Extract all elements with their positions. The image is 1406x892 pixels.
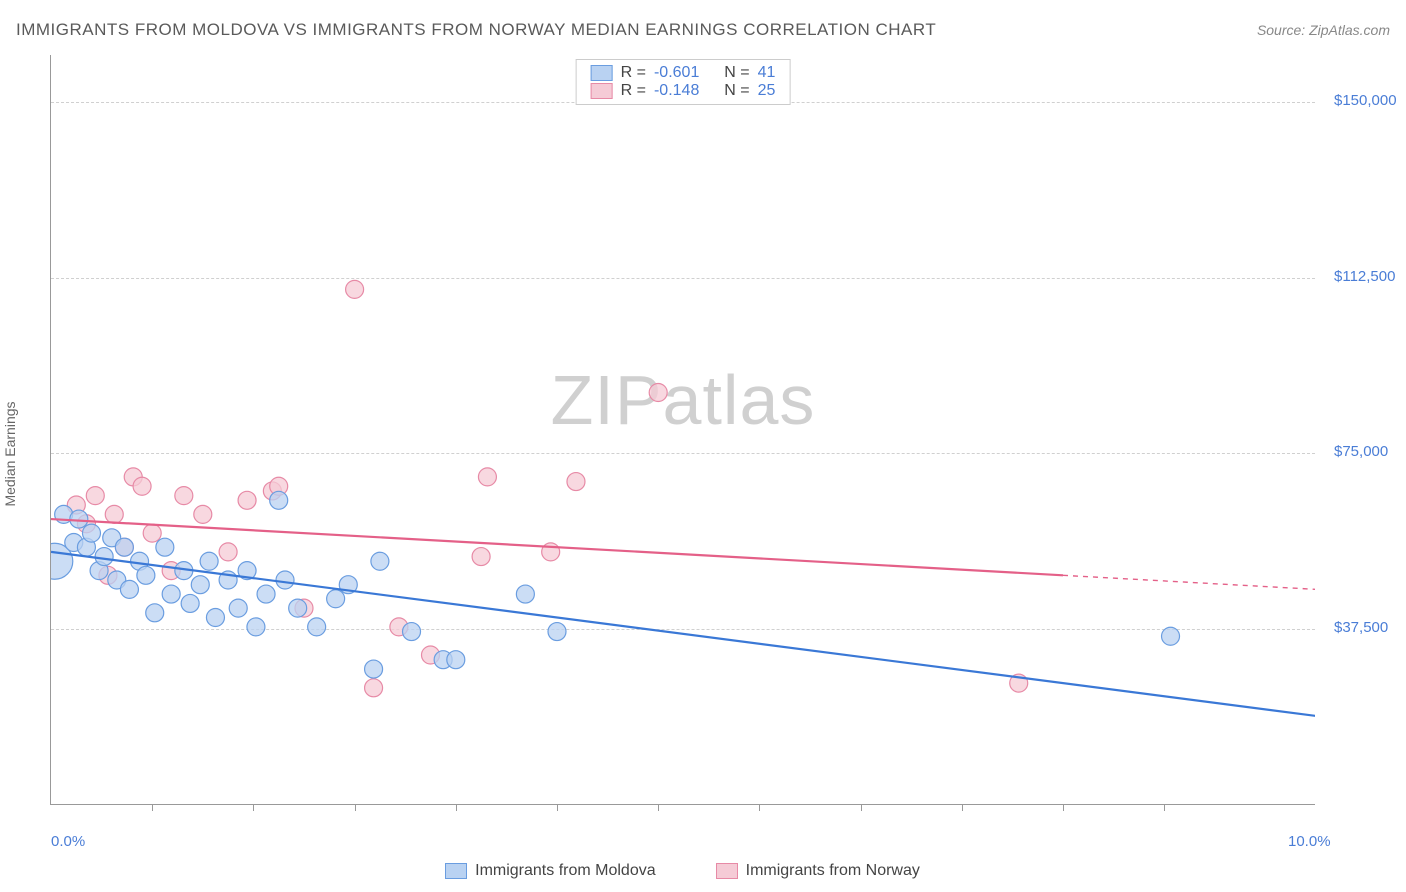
x-tick bbox=[355, 804, 356, 811]
data-point-moldova bbox=[289, 599, 307, 617]
y-tick-label: $150,000 bbox=[1334, 92, 1397, 109]
data-point-norway bbox=[365, 679, 383, 697]
x-tick bbox=[962, 804, 963, 811]
data-point-moldova bbox=[308, 618, 326, 636]
plot-area: ZIPatlas R = -0.601 N = 41 R = -0.148 N … bbox=[50, 55, 1315, 805]
data-point-moldova bbox=[270, 491, 288, 509]
y-tick-label: $75,000 bbox=[1334, 443, 1388, 460]
swatch-norway bbox=[591, 83, 613, 99]
data-point-norway bbox=[472, 548, 490, 566]
x-tick bbox=[152, 804, 153, 811]
y-axis-label: Median Earnings bbox=[2, 401, 18, 506]
x-tick bbox=[861, 804, 862, 811]
series-legend: Immigrants from Moldova Immigrants from … bbox=[50, 862, 1315, 880]
data-point-norway bbox=[194, 505, 212, 523]
chart-header: IMMIGRANTS FROM MOLDOVA VS IMMIGRANTS FR… bbox=[16, 20, 1390, 40]
data-point-moldova bbox=[403, 623, 421, 641]
data-point-moldova bbox=[247, 618, 265, 636]
data-point-moldova bbox=[516, 585, 534, 603]
y-tick-label: $37,500 bbox=[1334, 619, 1388, 636]
regression-line-moldova bbox=[51, 552, 1315, 716]
data-point-moldova bbox=[115, 538, 133, 556]
legend-item-norway: Immigrants from Norway bbox=[716, 862, 920, 880]
data-point-norway bbox=[105, 505, 123, 523]
data-point-moldova bbox=[548, 623, 566, 641]
data-point-moldova bbox=[162, 585, 180, 603]
data-point-moldova bbox=[447, 651, 465, 669]
data-point-moldova bbox=[120, 580, 138, 598]
data-point-norway bbox=[133, 477, 151, 495]
x-tick bbox=[253, 804, 254, 811]
data-point-norway bbox=[346, 280, 364, 298]
correlation-legend: R = -0.601 N = 41 R = -0.148 N = 25 bbox=[576, 59, 791, 105]
data-point-moldova bbox=[276, 571, 294, 589]
data-point-norway bbox=[219, 543, 237, 561]
data-point-moldova bbox=[156, 538, 174, 556]
data-point-moldova bbox=[206, 609, 224, 627]
legend-row-norway: R = -0.148 N = 25 bbox=[591, 82, 776, 100]
regression-line-dashed-norway bbox=[1063, 575, 1315, 589]
data-point-moldova bbox=[146, 604, 164, 622]
data-point-moldova bbox=[1162, 627, 1180, 645]
data-point-norway bbox=[567, 473, 585, 491]
x-tick bbox=[557, 804, 558, 811]
legend-item-moldova: Immigrants from Moldova bbox=[445, 862, 656, 880]
data-point-norway bbox=[86, 487, 104, 505]
data-point-norway bbox=[478, 468, 496, 486]
swatch-moldova-icon bbox=[445, 863, 467, 879]
data-point-moldova bbox=[95, 548, 113, 566]
data-point-moldova bbox=[371, 552, 389, 570]
data-point-moldova bbox=[181, 594, 199, 612]
chart-source: Source: ZipAtlas.com bbox=[1257, 22, 1390, 38]
x-tick bbox=[658, 804, 659, 811]
x-max-label: 10.0% bbox=[1288, 833, 1331, 850]
legend-row-moldova: R = -0.601 N = 41 bbox=[591, 64, 776, 82]
swatch-norway-icon bbox=[716, 863, 738, 879]
data-point-moldova bbox=[365, 660, 383, 678]
y-tick-label: $112,500 bbox=[1334, 268, 1395, 285]
data-point-norway bbox=[143, 524, 161, 542]
x-tick bbox=[456, 804, 457, 811]
data-point-moldova bbox=[257, 585, 275, 603]
data-point-moldova bbox=[229, 599, 247, 617]
data-point-moldova bbox=[327, 590, 345, 608]
data-point-norway bbox=[649, 384, 667, 402]
data-point-norway bbox=[175, 487, 193, 505]
x-tick bbox=[1164, 804, 1165, 811]
x-tick bbox=[1063, 804, 1064, 811]
chart-svg bbox=[51, 55, 1315, 804]
data-point-moldova bbox=[82, 524, 100, 542]
data-point-moldova bbox=[200, 552, 218, 570]
data-point-moldova bbox=[70, 510, 88, 528]
chart-title: IMMIGRANTS FROM MOLDOVA VS IMMIGRANTS FR… bbox=[16, 20, 936, 40]
x-tick bbox=[759, 804, 760, 811]
data-point-norway bbox=[238, 491, 256, 509]
data-point-moldova bbox=[191, 576, 209, 594]
swatch-moldova bbox=[591, 65, 613, 81]
data-point-moldova bbox=[137, 566, 155, 584]
x-min-label: 0.0% bbox=[51, 833, 85, 850]
